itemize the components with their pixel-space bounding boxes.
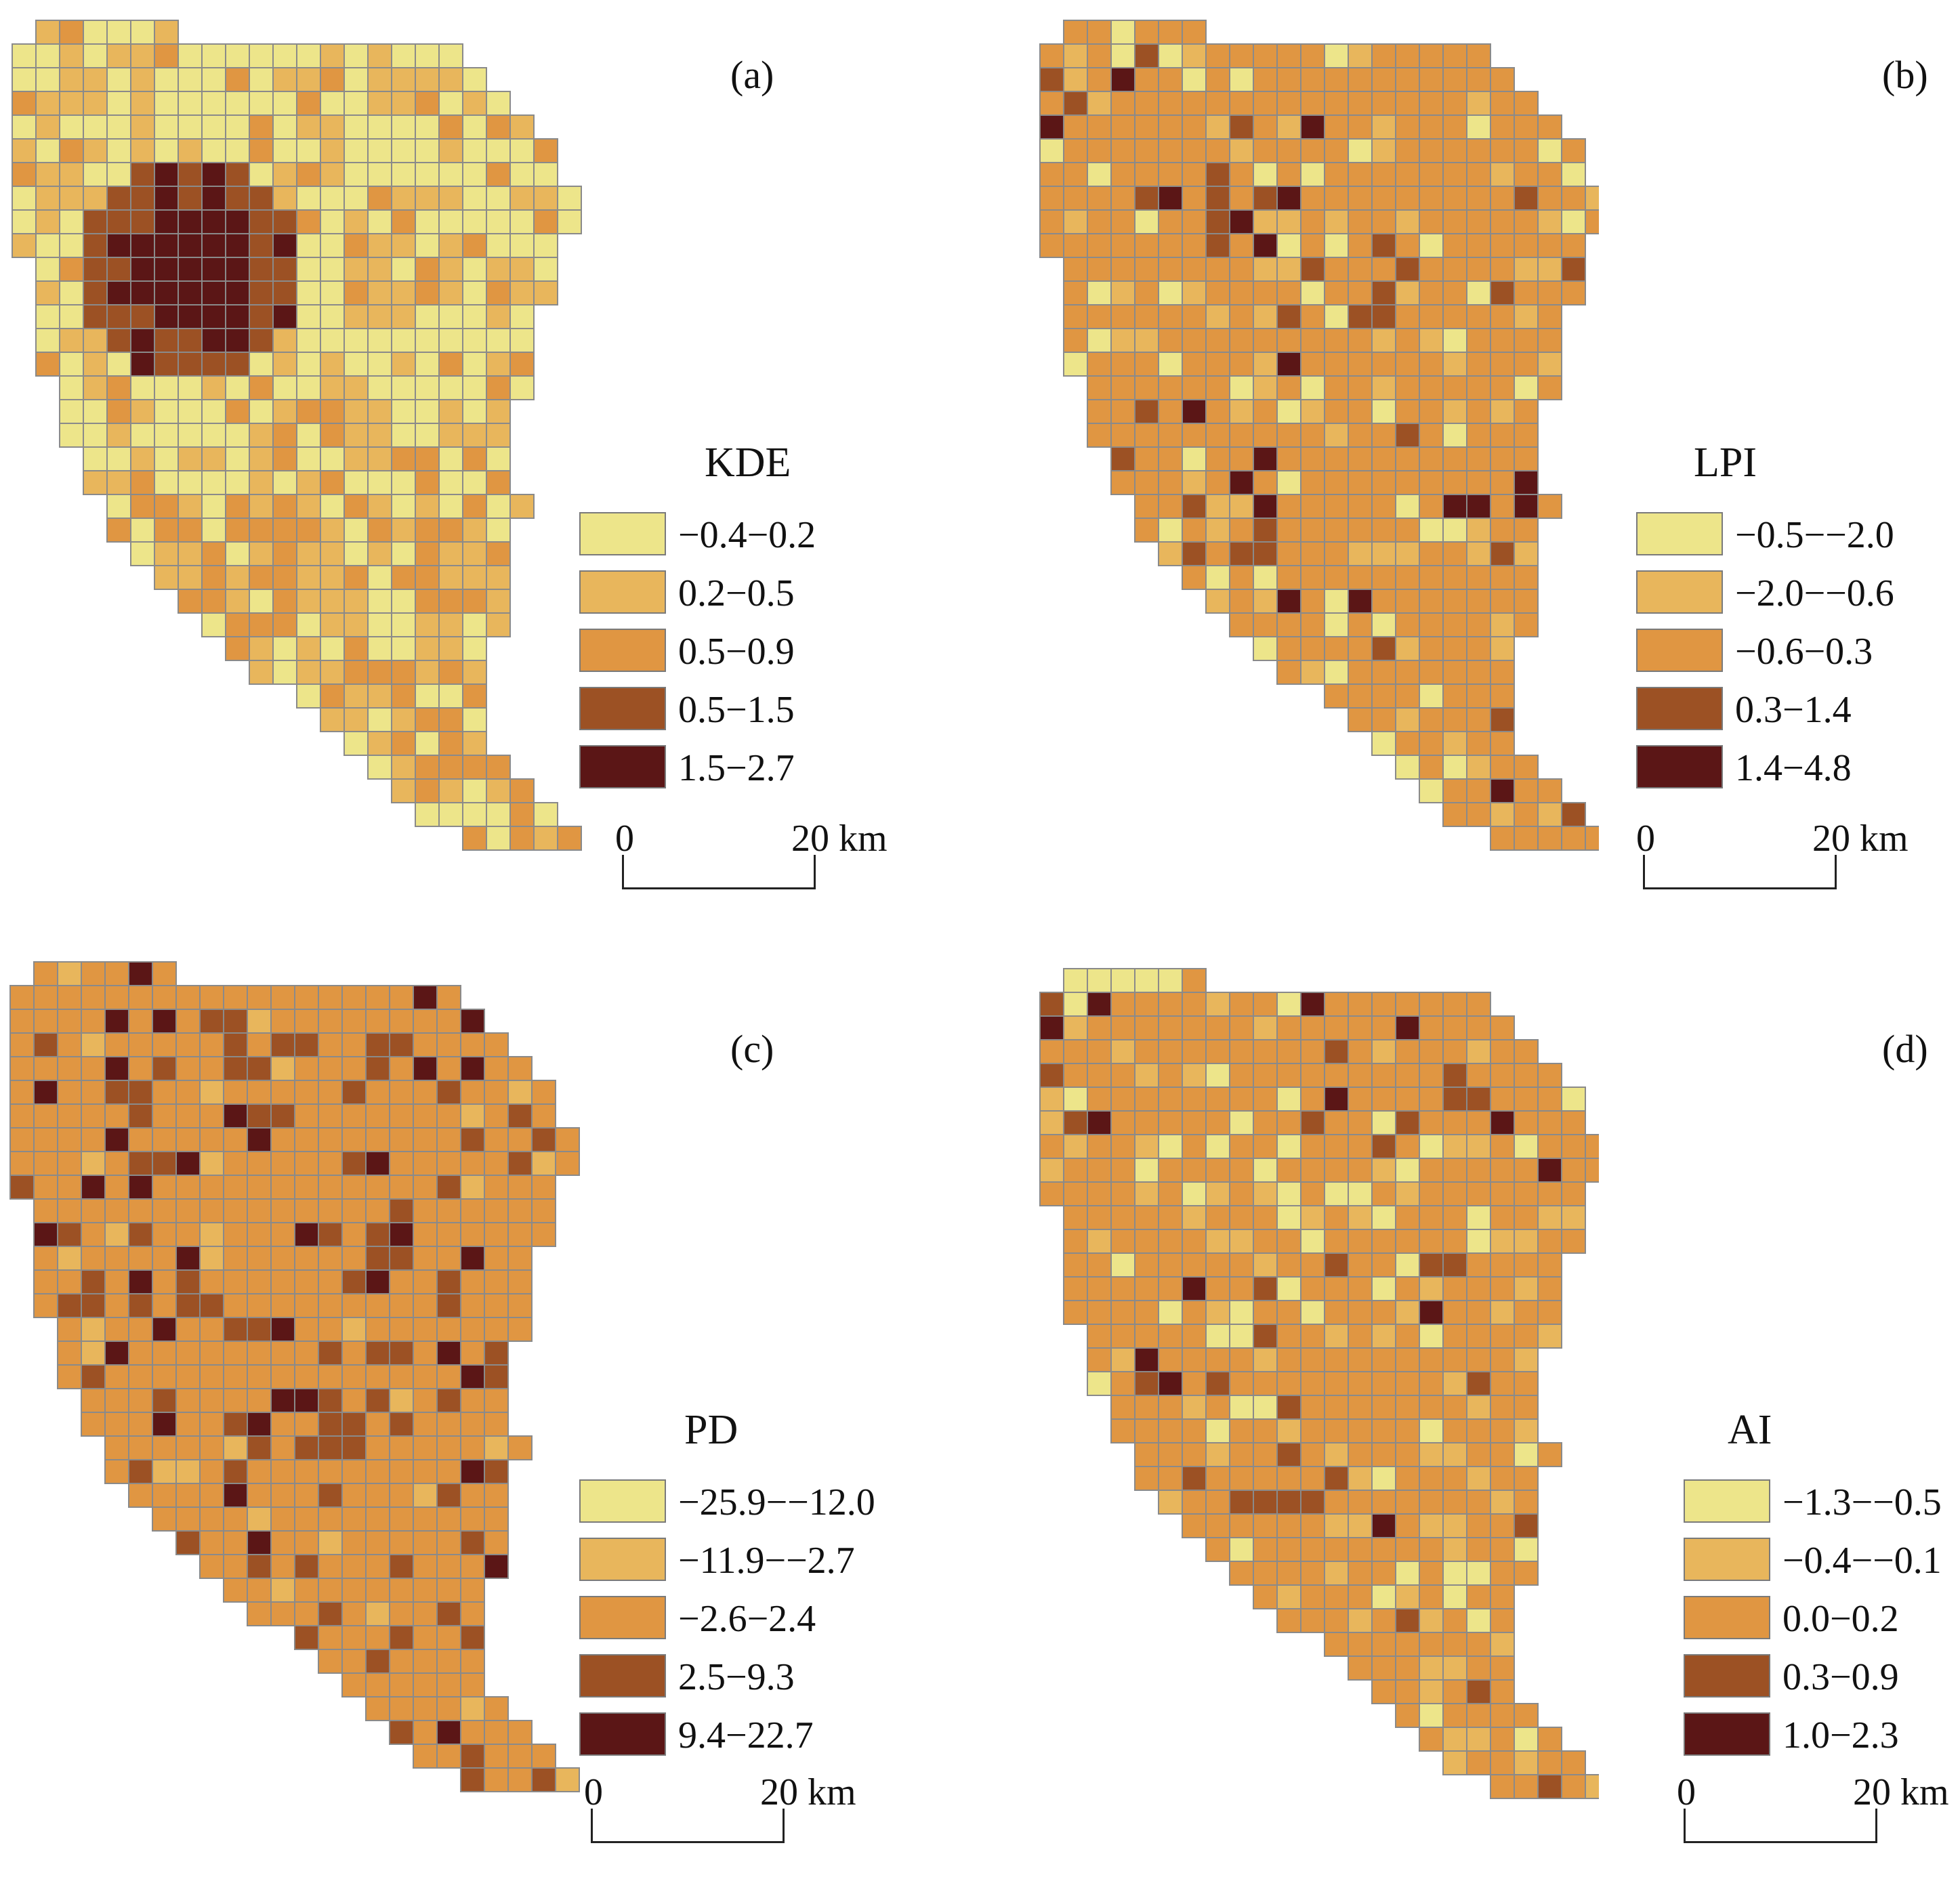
panel-label: (b) bbox=[1882, 53, 1928, 97]
legend-label: 0.2−0.5 bbox=[678, 572, 795, 614]
scale-bar: 0 20 km bbox=[1677, 1773, 1949, 1848]
legend-swatch bbox=[1684, 1654, 1770, 1697]
legend-label: 2.5−9.3 bbox=[678, 1656, 795, 1698]
legend-swatch bbox=[579, 745, 666, 788]
legend-label: −0.5−−2.0 bbox=[1735, 514, 1894, 556]
scale-start-label: 0 bbox=[1636, 818, 1655, 860]
legend-label: 0.3−0.9 bbox=[1782, 1656, 1899, 1698]
legend-swatch bbox=[579, 570, 666, 614]
legend-swatch bbox=[1636, 512, 1723, 555]
grid-map-kde bbox=[12, 20, 582, 851]
legend-label: −1.3−−0.5 bbox=[1782, 1481, 1942, 1523]
legend-swatch bbox=[1684, 1479, 1770, 1523]
legend-label: −2.0−−0.6 bbox=[1735, 572, 1894, 614]
scale-end-label: 20 km bbox=[1853, 1771, 1949, 1813]
legend-label: 1.0−2.3 bbox=[1782, 1714, 1899, 1756]
legend-swatch bbox=[579, 629, 666, 672]
scale-end-label: 20 km bbox=[760, 1771, 856, 1813]
legend-label: −25.9−−12.0 bbox=[678, 1481, 875, 1523]
legend-label: −0.4−−0.1 bbox=[1782, 1540, 1942, 1582]
scale-start-label: 0 bbox=[615, 818, 634, 860]
grid-map-lpi bbox=[1039, 20, 1599, 851]
grid-map-ai bbox=[1039, 968, 1599, 1799]
legend-label: −11.9−−2.7 bbox=[678, 1540, 855, 1582]
legend-label: 0.5−1.5 bbox=[678, 689, 795, 731]
legend-label: −0.4−0.2 bbox=[678, 514, 816, 556]
legend-label: 0.3−1.4 bbox=[1735, 689, 1852, 731]
scale-start-label: 0 bbox=[584, 1771, 603, 1813]
legend-swatch bbox=[579, 1538, 666, 1581]
panel-label: (a) bbox=[730, 53, 774, 97]
legend-swatch bbox=[1684, 1538, 1770, 1581]
legend-label: 0.5−0.9 bbox=[678, 631, 795, 673]
legend-label: 1.5−2.7 bbox=[678, 747, 795, 789]
legend-swatch bbox=[579, 687, 666, 730]
legend-swatch bbox=[579, 512, 666, 555]
scale-bar: 0 20 km bbox=[1636, 820, 1909, 894]
legend-title: PD bbox=[684, 1407, 738, 1453]
scale-bar: 0 20 km bbox=[584, 1773, 856, 1848]
legend-label: 1.4−4.8 bbox=[1735, 747, 1852, 789]
legend-swatch bbox=[579, 1596, 666, 1639]
map-panel-b: (b) LPI −0.5−−2.0 −2.0−−0.6 −0.6−0.3 0.3… bbox=[1016, 0, 1960, 929]
legend-label: −2.6−2.4 bbox=[678, 1598, 816, 1640]
scale-bar-line bbox=[591, 1809, 785, 1843]
scale-bar-line bbox=[622, 855, 816, 889]
legend-swatch bbox=[1684, 1712, 1770, 1756]
legend-swatch bbox=[1636, 687, 1723, 730]
legend-label: 9.4−22.7 bbox=[678, 1714, 814, 1756]
scale-bar-line bbox=[1684, 1809, 1877, 1843]
scale-end-label: 20 km bbox=[791, 818, 888, 860]
legend-label: 0.0−0.2 bbox=[1782, 1598, 1899, 1640]
legend-swatch bbox=[1684, 1596, 1770, 1639]
legend-title: LPI bbox=[1694, 440, 1757, 486]
panel-label: (c) bbox=[730, 1027, 774, 1071]
legend-swatch bbox=[579, 1654, 666, 1697]
scale-start-label: 0 bbox=[1677, 1771, 1696, 1813]
map-panel-d: (d) AI −1.3−−0.5 −0.4−−0.1 0.0−0.2 0.3−0… bbox=[1016, 948, 1960, 1877]
legend-swatch bbox=[1636, 629, 1723, 672]
legend-swatch bbox=[579, 1712, 666, 1756]
map-panel-c: (c) PD −25.9−−12.0 −11.9−−2.7 −2.6−2.4 2… bbox=[0, 948, 980, 1877]
panel-label: (d) bbox=[1882, 1027, 1928, 1071]
grid-map-pd bbox=[9, 961, 580, 1792]
map-panel-a: (a) KDE −0.4−0.2 0.2−0.5 0.5−0.9 0.5−1.5… bbox=[0, 0, 980, 929]
legend-swatch bbox=[1636, 745, 1723, 788]
legend-title: KDE bbox=[705, 440, 791, 486]
scale-bar: 0 20 km bbox=[615, 820, 888, 894]
scale-end-label: 20 km bbox=[1812, 818, 1909, 860]
legend-swatch bbox=[1636, 570, 1723, 614]
scale-bar-line bbox=[1643, 855, 1837, 889]
legend-title: AI bbox=[1728, 1407, 1772, 1453]
legend-label: −0.6−0.3 bbox=[1735, 631, 1873, 673]
legend-swatch bbox=[579, 1479, 666, 1523]
